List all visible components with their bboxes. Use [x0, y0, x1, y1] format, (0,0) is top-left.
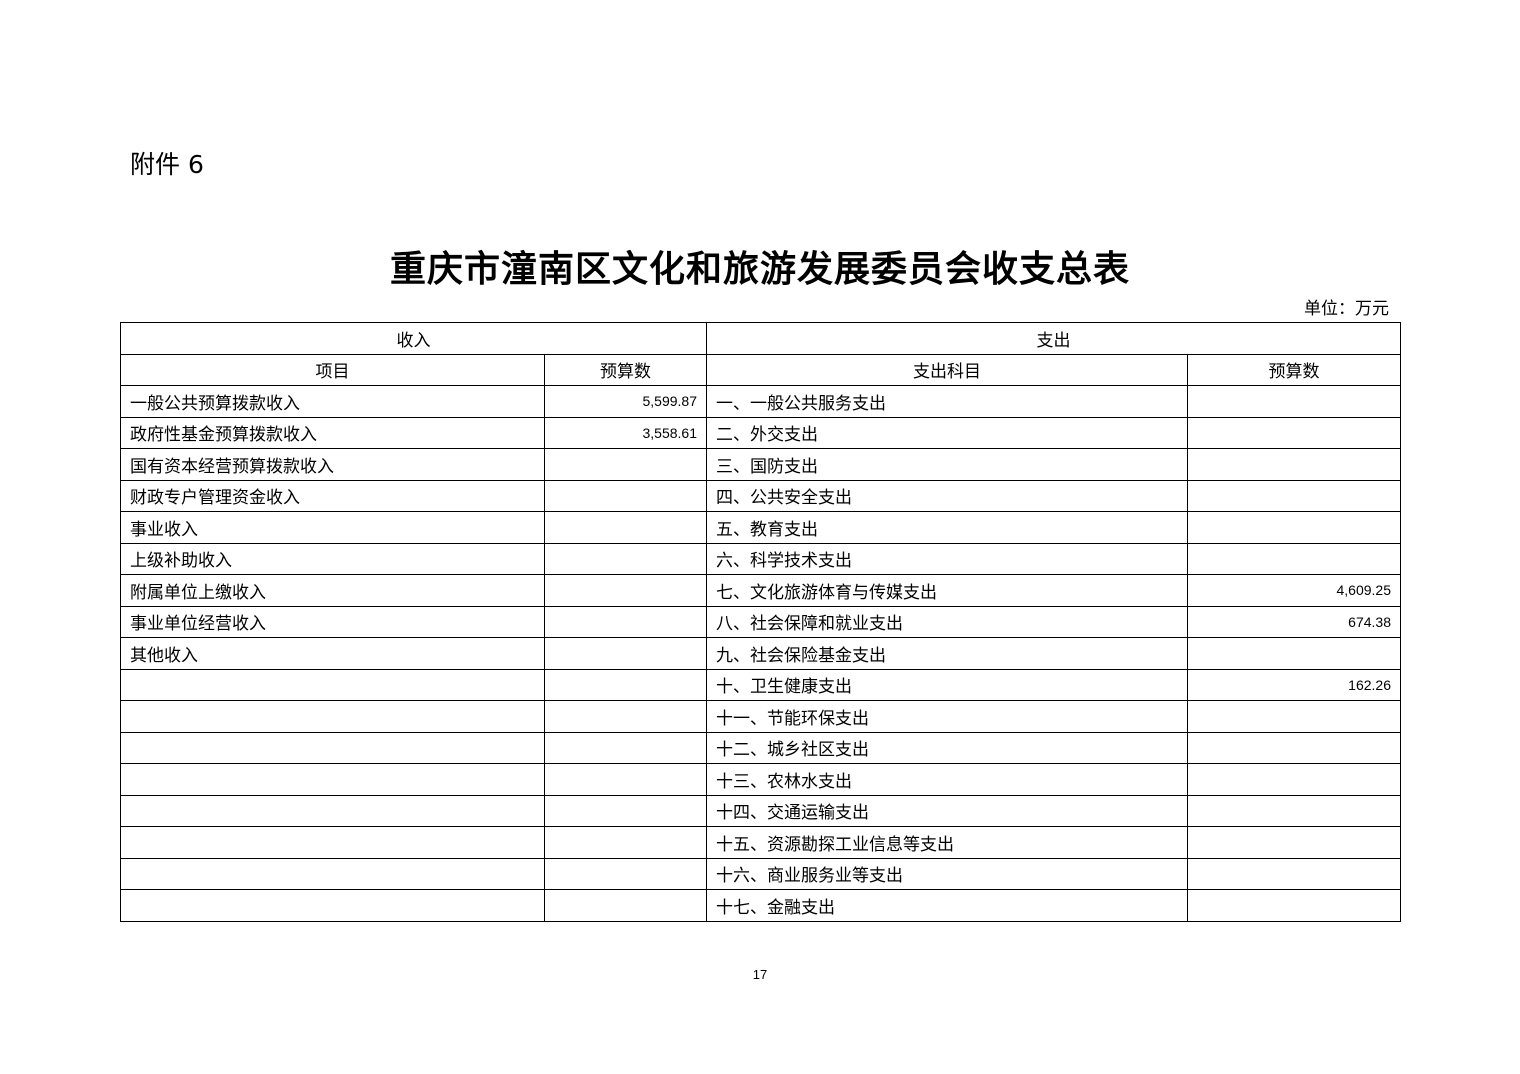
income-budget-cell	[544, 637, 707, 670]
table-row: 十四、交通运输支出	[120, 794, 1401, 827]
expense-budget-cell	[1187, 857, 1401, 890]
income-budget-cell: 5,599.87	[544, 385, 707, 418]
expense-budget-cell: 162.26	[1187, 668, 1401, 701]
expense-item-cell: 三、国防支出	[706, 448, 1188, 481]
expense-item-cell: 一、一般公共服务支出	[706, 385, 1188, 418]
income-item-cell	[120, 763, 545, 796]
table-row: 附属单位上缴收入 七、文化旅游体育与传媒支出 4,609.25	[120, 574, 1401, 607]
income-item-cell: 其他收入	[120, 637, 545, 670]
income-item-cell	[120, 826, 545, 859]
expense-item-cell: 七、文化旅游体育与传媒支出	[706, 574, 1188, 607]
income-item-cell: 国有资本经营预算拨款收入	[120, 448, 545, 481]
table-row: 国有资本经营预算拨款收入 三、国防支出	[120, 448, 1401, 481]
expense-budget-cell	[1187, 700, 1401, 733]
income-item-cell: 事业单位经营收入	[120, 605, 545, 638]
table-row: 事业单位经营收入 八、社会保障和就业支出 674.38	[120, 605, 1401, 638]
table-row: 上级补助收入 六、科学技术支出	[120, 542, 1401, 575]
attachment-label: 附件 6	[130, 150, 204, 179]
expense-item-cell: 二、外交支出	[706, 416, 1188, 449]
income-budget-cell	[544, 731, 707, 764]
table-row: 一般公共预算拨款收入 5,599.87 一、一般公共服务支出	[120, 385, 1401, 418]
expense-budget-cell	[1187, 794, 1401, 827]
expense-budget-cell	[1187, 416, 1401, 449]
expense-item-cell: 十二、城乡社区支出	[706, 731, 1188, 764]
income-item-cell	[120, 857, 545, 890]
income-item-header: 项目	[120, 353, 545, 386]
income-item-cell	[120, 668, 545, 701]
expense-budget-cell	[1187, 448, 1401, 481]
expense-item-cell: 十、卫生健康支出	[706, 668, 1188, 701]
income-budget-cell	[544, 889, 707, 922]
expense-budget-cell	[1187, 511, 1401, 544]
income-budget-cell	[544, 511, 707, 544]
income-budget-cell	[544, 479, 707, 512]
table-row: 十、卫生健康支出 162.26	[120, 668, 1401, 701]
expense-budget-cell	[1187, 763, 1401, 796]
table-row: 财政专户管理资金收入 四、公共安全支出	[120, 479, 1401, 512]
expense-item-cell: 十三、农林水支出	[706, 763, 1188, 796]
income-budget-cell	[544, 605, 707, 638]
expense-item-cell: 六、科学技术支出	[706, 542, 1188, 575]
expense-budget-cell	[1187, 542, 1401, 575]
table-row: 其他收入 九、社会保险基金支出	[120, 637, 1401, 670]
group-header-row: 收入 支出	[120, 322, 1401, 355]
page-title: 重庆市潼南区文化和旅游发展委员会收支总表	[389, 248, 1130, 290]
budget-table: 收入 支出 项目 预算数 支出科目 预算数 一般公共预算拨款收入 5,599.87…	[120, 322, 1401, 922]
income-budget-cell	[544, 668, 707, 701]
expense-item-cell: 十一、节能环保支出	[706, 700, 1188, 733]
income-budget-cell	[544, 763, 707, 796]
income-item-cell: 财政专户管理资金收入	[120, 479, 545, 512]
page-number: 17	[752, 967, 768, 982]
expense-item-cell: 十五、资源勘探工业信息等支出	[706, 826, 1188, 859]
table-row: 十一、节能环保支出	[120, 700, 1401, 733]
expense-budget-cell	[1187, 826, 1401, 859]
income-item-cell: 事业收入	[120, 511, 545, 544]
expense-budget-cell	[1187, 889, 1401, 922]
table-row: 政府性基金预算拨款收入 3,558.61 二、外交支出	[120, 416, 1401, 449]
expense-item-cell: 十六、商业服务业等支出	[706, 857, 1188, 890]
income-item-cell	[120, 889, 545, 922]
income-item-cell	[120, 700, 545, 733]
table-row: 十五、资源勘探工业信息等支出	[120, 826, 1401, 859]
income-budget-cell	[544, 826, 707, 859]
table-row: 十六、商业服务业等支出	[120, 857, 1401, 890]
table-row: 十二、城乡社区支出	[120, 731, 1401, 764]
expense-item-header: 支出科目	[706, 353, 1188, 386]
expense-budget-cell	[1187, 637, 1401, 670]
income-item-cell: 政府性基金预算拨款收入	[120, 416, 545, 449]
income-header: 收入	[120, 322, 707, 355]
income-item-cell	[120, 731, 545, 764]
income-budget-cell	[544, 794, 707, 827]
expense-budget-cell: 4,609.25	[1187, 574, 1401, 607]
unit-label: 单位：万元	[1304, 299, 1389, 319]
income-item-cell: 附属单位上缴收入	[120, 574, 545, 607]
income-budget-cell	[544, 574, 707, 607]
income-item-cell: 上级补助收入	[120, 542, 545, 575]
income-budget-header: 预算数	[544, 353, 707, 386]
income-item-cell	[120, 794, 545, 827]
table-row: 事业收入 五、教育支出	[120, 511, 1401, 544]
income-budget-cell: 3,558.61	[544, 416, 707, 449]
expense-header: 支出	[706, 322, 1401, 355]
income-item-cell: 一般公共预算拨款收入	[120, 385, 545, 418]
expense-item-cell: 十四、交通运输支出	[706, 794, 1188, 827]
income-budget-cell	[544, 857, 707, 890]
column-header-row: 项目 预算数 支出科目 预算数	[120, 353, 1401, 386]
income-budget-cell	[544, 448, 707, 481]
expense-budget-header: 预算数	[1187, 353, 1401, 386]
expense-budget-cell	[1187, 385, 1401, 418]
expense-item-cell: 五、教育支出	[706, 511, 1188, 544]
expense-budget-cell: 674.38	[1187, 605, 1401, 638]
expense-budget-cell	[1187, 731, 1401, 764]
expense-item-cell: 四、公共安全支出	[706, 479, 1188, 512]
expense-budget-cell	[1187, 479, 1401, 512]
expense-item-cell: 九、社会保险基金支出	[706, 637, 1188, 670]
income-budget-cell	[544, 542, 707, 575]
income-budget-cell	[544, 700, 707, 733]
table-row: 十三、农林水支出	[120, 763, 1401, 796]
expense-item-cell: 八、社会保障和就业支出	[706, 605, 1188, 638]
expense-item-cell: 十七、金融支出	[706, 889, 1188, 922]
table-row: 十七、金融支出	[120, 889, 1401, 922]
